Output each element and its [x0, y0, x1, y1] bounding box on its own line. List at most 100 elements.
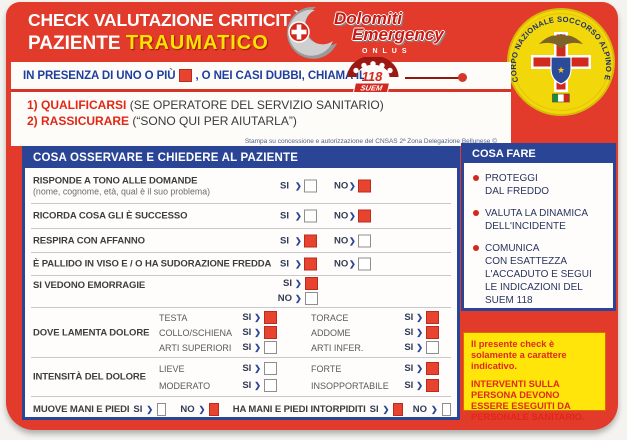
eagle-icon	[539, 34, 583, 49]
arrow-icon: ❯	[349, 181, 356, 190]
pain-intensity-left-group: LIEVE SI ❯ MODERATO SI ❯	[159, 360, 277, 394]
cnsas-badge-icon: CORPO NAZIONALE SOCCORSO ALPINO E SPELEO…	[506, 7, 615, 116]
si-label: SI	[280, 210, 289, 222]
shield-icon: ★	[550, 56, 572, 85]
checkbox-no[interactable]	[358, 234, 371, 247]
arrow-icon: ❯	[146, 404, 154, 414]
pain-item: COLLO/SCHIENA SI ❯	[159, 325, 277, 340]
alert-text: IN PRESENZA DI UNO O PIÙ , O NEI CASI DU…	[23, 69, 366, 82]
checkbox-no[interactable]	[304, 292, 318, 305]
si-label: SI	[280, 258, 289, 270]
checkbox-si[interactable]	[304, 234, 317, 247]
bullet-icon	[473, 210, 479, 216]
step-action: RASSICURARE	[41, 114, 130, 128]
row-emorragie: SI VEDONO EMORRAGIE SI ❯ NO ❯	[31, 276, 451, 308]
checkbox-lieve[interactable]	[264, 362, 277, 375]
arrow-icon: ❯	[416, 381, 423, 390]
checkbox-no[interactable]	[358, 209, 371, 223]
arrow-icon: ❯	[349, 211, 356, 221]
checkbox-testa[interactable]	[264, 311, 277, 324]
checkbox-torace[interactable]	[426, 311, 439, 324]
dolomiti-emergency-logo: Dolomiti Emergency ONLUS	[284, 6, 484, 62]
row-dove-dolore: DOVE LAMENTA DOLORE TESTA SI ❯ COLLO/SCH…	[31, 308, 451, 358]
row-pallido: È PALLIDO IN VISO E / O HA SUDORAZIONE F…	[31, 253, 451, 276]
cosa-fare-panel: COSA FARE PROTEGGI DAL FREDDO VALUTA LA …	[461, 143, 616, 311]
pain-location-left-group: TESTA SI ❯ COLLO/SCHIENA SI ❯ ARTI SUPER…	[159, 310, 277, 355]
arrow-icon: ❯	[382, 404, 390, 414]
arrow-icon: ❯	[254, 313, 261, 322]
disclaimer-line2: INTERVENTI SULLA PERSONA DEVONO ESSERE E…	[471, 378, 585, 422]
no-label: NO	[334, 210, 349, 222]
checkbox-insopportabile[interactable]	[426, 379, 439, 392]
intensity-item: FORTE SI ❯	[311, 360, 439, 377]
step-number: 2)	[27, 114, 38, 128]
step-rassicurare: 2) RASSICURARE (“SONO QUI PER AIUTARLA”)	[27, 113, 511, 129]
logo-onlus: ONLUS	[362, 48, 412, 55]
title-traumatico: TRAUMATICO	[125, 31, 269, 54]
checkbox-no[interactable]	[358, 257, 371, 271]
checkbox-intorpiditi-si[interactable]	[393, 402, 403, 416]
checkbox-muove-si[interactable]	[157, 402, 167, 416]
no-label: NO	[180, 403, 195, 415]
pain-intensity-right-group: FORTE SI ❯ INSOPPORTABILE SI ❯	[311, 360, 439, 394]
italy-flag-icon	[552, 93, 570, 103]
question-label: DOVE LAMENTA DOLORE	[33, 327, 150, 338]
checkbox-intorpiditi-no[interactable]	[441, 402, 451, 416]
list-item: PROTEGGI DAL FREDDO	[473, 172, 609, 198]
arrow-icon: ❯	[416, 343, 423, 352]
cosa-fare-header: COSA FARE	[464, 146, 613, 163]
checkbox-arti-inferiori[interactable]	[426, 341, 439, 354]
arrow-icon: ❯	[295, 279, 302, 288]
arrow-icon: ❯	[430, 404, 438, 414]
row-ricorda: RICORDA COSA GLI È SUCCESSO SI ❯ NO ❯	[31, 204, 451, 229]
no-label: NO	[412, 403, 427, 415]
steps-list: 1) QUALIFICARSI (SE OPERATORE DEL SERVIZ…	[11, 92, 511, 129]
arrow-icon: ❯	[254, 328, 261, 337]
swoosh-icon	[287, 6, 337, 59]
checkbox-si[interactable]	[304, 179, 317, 192]
question-label: RISPONDE A TONO ALLE DOMANDE (nome, cogn…	[33, 175, 211, 196]
step-detail: (SE OPERATORE DEL SERVIZIO SANITARIO)	[129, 98, 384, 112]
print-authorization-note: Stampa su concessione e autorizzazione d…	[244, 138, 497, 145]
si-label: SI	[280, 235, 289, 246]
list-item: COMUNICA CON ESATTEZZA L'ACCADUTO E SEGU…	[473, 242, 609, 307]
checkbox-muove-no[interactable]	[209, 402, 219, 416]
arrow-icon: ❯	[295, 259, 302, 269]
pain-item: TORACE SI ❯	[311, 310, 439, 325]
red-square-icon	[179, 69, 193, 82]
si-label: SI	[242, 342, 252, 353]
arrow-icon: ❯	[295, 236, 302, 245]
arrow-icon: ❯	[295, 181, 302, 190]
checkbox-forte[interactable]	[426, 362, 439, 375]
checkbox-si[interactable]	[304, 209, 317, 223]
question-label: MUOVE MANI E PIEDI	[33, 403, 130, 415]
question-label: RICORDA COSA GLI È SUCCESSO	[33, 210, 188, 222]
bullet-icon	[473, 245, 479, 251]
bullet-icon	[473, 175, 479, 181]
checkbox-si[interactable]	[304, 277, 318, 290]
arrow-icon: ❯	[416, 328, 423, 337]
pain-item: ARTI SUPERIORI SI ❯	[159, 340, 277, 355]
alert-text-after: , O NEI CASI DUBBI, CHIAMA IL	[195, 69, 366, 82]
title-paziente: PAZIENTE	[28, 32, 121, 54]
checkbox-moderato[interactable]	[264, 379, 277, 392]
si-label: SI	[404, 327, 414, 338]
checkbox-no[interactable]	[358, 179, 371, 192]
si-option: SI ❯	[276, 277, 318, 290]
step-detail: (“SONO QUI PER AIUTARLA”)	[132, 114, 297, 128]
row-intensita-dolore: INTENSITÀ DEL DOLORE LIEVE SI ❯ MODERATO…	[31, 358, 451, 397]
arrow-icon: ❯	[349, 259, 356, 269]
checklist-header: COSA OSSERVARE E CHIEDERE AL PAZIENTE	[25, 149, 457, 168]
call-line	[405, 77, 461, 79]
si-label: SI	[404, 380, 414, 391]
intensity-item: INSOPPORTABILE SI ❯	[311, 377, 439, 394]
checklist-panel: COSA OSSERVARE E CHIEDERE AL PAZIENTE RI…	[22, 146, 460, 420]
checkbox-si[interactable]	[304, 257, 317, 271]
no-label: NO	[277, 293, 292, 304]
checkbox-addome[interactable]	[426, 326, 439, 339]
arrow-icon: ❯	[416, 313, 423, 322]
si-label: SI	[404, 363, 414, 374]
checkbox-arti-superiori[interactable]	[264, 341, 277, 354]
checkbox-collo-schiena[interactable]	[264, 326, 277, 339]
si-label: SI	[283, 278, 292, 289]
